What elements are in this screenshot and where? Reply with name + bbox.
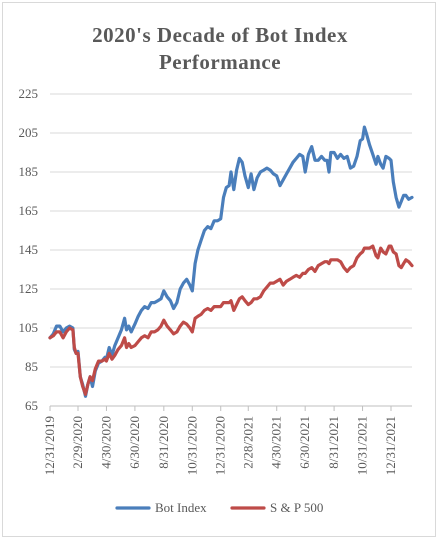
chart-frame — [2, 2, 436, 537]
x-tick-label: 10/31/2020 — [184, 416, 199, 475]
y-tick-label: 165 — [19, 203, 39, 218]
series-line-sp500 — [48, 244, 414, 396]
y-tick-label: 125 — [19, 281, 39, 296]
x-tick-label: 6/30/2021 — [297, 416, 312, 469]
y-tick-label: 145 — [19, 242, 39, 257]
x-tick-label: 8/31/2020 — [156, 416, 171, 469]
x-tick-label: 12/31/2021 — [383, 416, 398, 475]
legend-label: S & P 500 — [270, 500, 323, 515]
series-line-bot-index — [48, 125, 414, 398]
x-tick-label: 12/31/2019 — [42, 416, 57, 475]
x-tick-label: 6/30/2020 — [127, 416, 142, 469]
y-tick-label: 105 — [19, 320, 39, 335]
x-tick-label: 2/29/2020 — [70, 416, 85, 469]
legend-label: Bot Index — [155, 500, 207, 515]
y-tick-label: 225 — [19, 86, 39, 101]
x-tick-label: 4/30/2021 — [269, 416, 284, 469]
chart-title-line2: Performance — [158, 50, 282, 74]
x-tick-label: 2/28/2021 — [240, 416, 255, 469]
x-tick-label: 8/31/2021 — [326, 416, 341, 469]
x-tick-label: 12/31/2020 — [213, 416, 228, 475]
chart-title: 2020's Decade of Bot Index — [92, 23, 348, 47]
x-tick-label: 10/31/2021 — [355, 416, 370, 475]
x-tick-label: 4/30/2020 — [98, 416, 113, 469]
y-tick-label: 185 — [19, 164, 39, 179]
y-tick-label: 85 — [25, 359, 38, 374]
y-tick-label: 65 — [25, 398, 38, 413]
y-tick-label: 205 — [19, 125, 39, 140]
